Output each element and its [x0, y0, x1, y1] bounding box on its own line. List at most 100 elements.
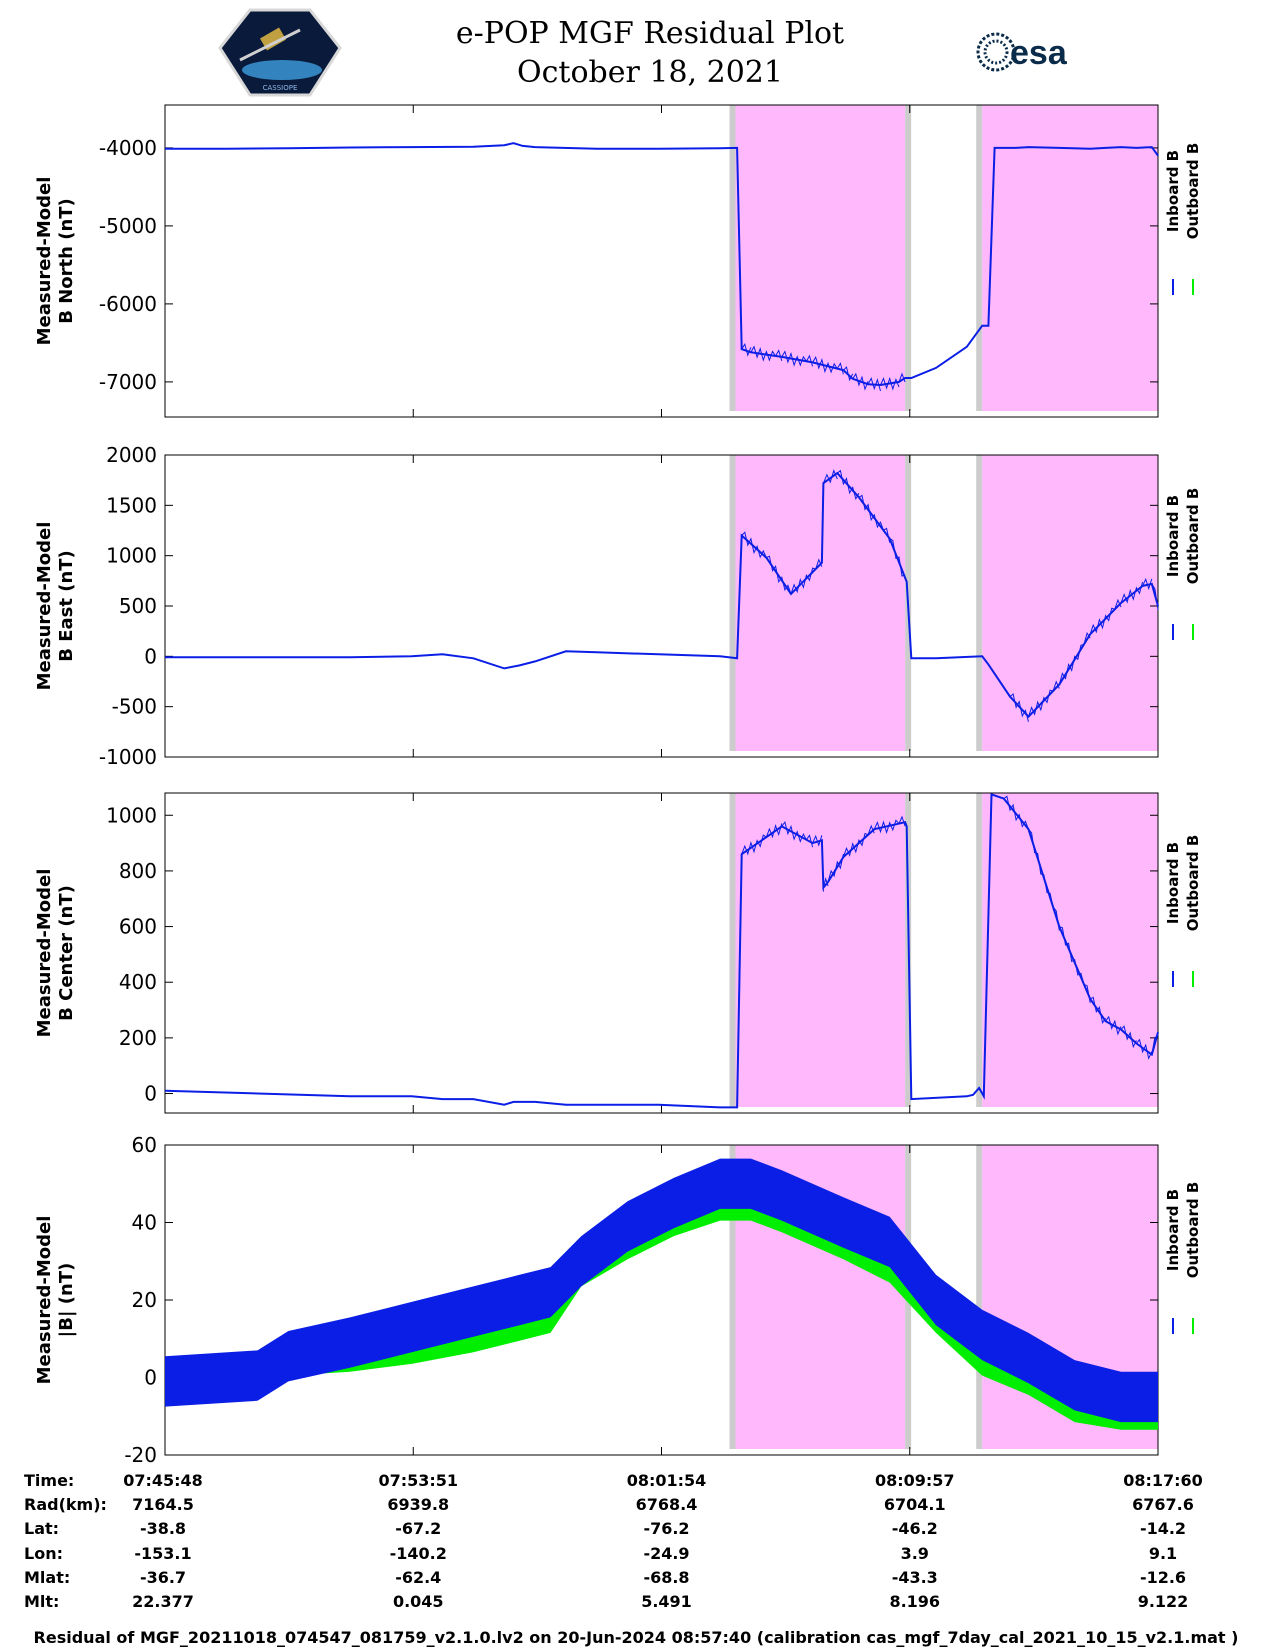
ephem-row-label: Time: — [24, 1471, 74, 1490]
ephem-cell: 08:17:60 — [1123, 1471, 1203, 1490]
ephem-cell: 08:09:57 — [875, 1471, 955, 1490]
y-axis-label: B Center (nT) — [56, 885, 77, 1021]
shade-region — [735, 455, 906, 751]
y-tick-label: 600 — [119, 915, 157, 939]
ephem-cell: -12.6 — [1140, 1568, 1186, 1587]
series-inboard-ripple — [741, 342, 906, 392]
legend: Inboard B Outboard B — [1164, 488, 1202, 640]
panel-1: -4000 -5000 -6000 -7000 Measured-Model B Nort… — [34, 104, 1202, 418]
ephem-cell: 3.9 — [901, 1544, 929, 1563]
y-tick-label: -7000 — [99, 370, 157, 394]
panel-2: 2000 1500 1000 500 0 -500 -1000 Measured-Model B… — [34, 443, 1202, 769]
y-tick-label: -6000 — [99, 292, 157, 316]
ephem-row-label: Mlat: — [24, 1568, 70, 1587]
shade-edge-left — [976, 793, 983, 1107]
ephem-cell: -24.9 — [643, 1544, 689, 1563]
ephem-cell: 0.045 — [393, 1592, 444, 1611]
ephem-cell: 8.196 — [889, 1592, 940, 1611]
ephem-cell: -140.2 — [390, 1544, 447, 1563]
ephem-row-label: Lon: — [24, 1544, 63, 1563]
series-outboard-band — [165, 1193, 1158, 1430]
y-tick-label: -5000 — [99, 214, 157, 238]
y-tick-label: 0 — [144, 644, 157, 668]
ephem-cell: 6767.6 — [1132, 1495, 1194, 1514]
panel-3: 1000 800 600 400 200 0 Measured-Model B Center … — [34, 792, 1202, 1114]
chart-title: e-POP MGF Residual Plot — [456, 16, 844, 51]
ephem-cell: -76.2 — [643, 1519, 689, 1538]
ephem-cell: 07:53:51 — [378, 1471, 458, 1490]
cassiope-logo: CASSIOPE — [218, 8, 342, 97]
shade-region — [735, 793, 906, 1107]
legend: Inboard B Outboard B — [1164, 1182, 1202, 1334]
y-tick-label: -1000 — [99, 745, 157, 769]
ephem-cell: -46.2 — [892, 1519, 938, 1538]
y-axis-label: Measured-Model — [34, 869, 55, 1038]
ephem-cell: -153.1 — [134, 1544, 191, 1563]
y-axis-label: B North (nT) — [56, 198, 77, 324]
ephem-row-label: Mlt: — [24, 1592, 59, 1611]
y-tick-label: 2000 — [106, 443, 157, 467]
legend-inboard-label: Inboard B — [1164, 1189, 1182, 1271]
shade-edge-left — [976, 105, 983, 411]
chart-subtitle: October 18, 2021 — [517, 55, 783, 90]
legend-inboard-label: Inboard B — [1164, 842, 1182, 924]
ephem-cell: -68.8 — [643, 1568, 689, 1587]
ephem-row-label: Lat: — [24, 1519, 59, 1538]
ephem-cell: -43.3 — [892, 1568, 938, 1587]
y-axis-label: Measured-Model — [34, 1216, 55, 1385]
shade-edge-left — [729, 455, 736, 751]
ephem-cell: 7164.5 — [132, 1495, 194, 1514]
ephem-cell: 6768.4 — [636, 1495, 698, 1514]
y-tick-label: 40 — [132, 1211, 157, 1235]
y-tick-label: 500 — [119, 594, 157, 618]
ephem-cell: 5.491 — [641, 1592, 692, 1611]
legend: Inboard B Outboard B — [1164, 835, 1202, 987]
shade-region — [982, 105, 1158, 411]
esa-logo-text: esa — [1010, 34, 1068, 72]
shade-edge-left — [976, 1145, 983, 1449]
panel-4: 60 40 20 0 -20 Measured-Model |B| (nT) Inboard … — [34, 1133, 1202, 1467]
ephemeris-table: Time: Rad(km): Lat: Lon: Mlat: Mlt: 07:45:48 71… — [24, 1471, 1203, 1611]
y-tick-label: -500 — [112, 695, 157, 719]
ephem-cell: -14.2 — [1140, 1519, 1186, 1538]
ephem-cell: 6704.1 — [884, 1495, 946, 1514]
y-axis-label: B East (nT) — [56, 550, 77, 662]
y-axis-label: Measured-Model — [34, 177, 55, 346]
legend-outboard-label: Outboard B — [1184, 488, 1202, 585]
shade-edge-left — [976, 455, 983, 751]
y-tick-label: 200 — [119, 1026, 157, 1050]
shade-region — [982, 455, 1158, 751]
shade-edge-right — [905, 105, 912, 411]
legend-outboard-label: Outboard B — [1184, 143, 1202, 240]
series-inboard-ripple — [741, 469, 1159, 722]
ephem-row-label: Rad(km): — [24, 1495, 107, 1514]
y-tick-label: -20 — [124, 1443, 157, 1467]
y-tick-label: 800 — [119, 859, 157, 883]
y-tick-label: 20 — [132, 1288, 157, 1312]
y-tick-label: 400 — [119, 970, 157, 994]
y-tick-label: -4000 — [99, 136, 157, 160]
legend-inboard-label: Inboard B — [1164, 150, 1182, 232]
y-tick-label: 1000 — [106, 544, 157, 568]
ephem-cell: 9.122 — [1138, 1592, 1189, 1611]
series-inboard-ripple — [741, 795, 1159, 1060]
y-axis-label: |B| (nT) — [56, 1263, 77, 1338]
ephem-cell: -38.8 — [140, 1519, 186, 1538]
legend-outboard-label: Outboard B — [1184, 1182, 1202, 1279]
y-axis-label: Measured-Model — [34, 522, 55, 691]
ephem-cell: 08:01:54 — [627, 1471, 707, 1490]
legend-outboard-label: Outboard B — [1184, 835, 1202, 932]
ephem-cell: 07:45:48 — [123, 1471, 203, 1490]
legend: Inboard B Outboard B — [1164, 143, 1202, 295]
shade-edge-left — [729, 1145, 736, 1449]
ephem-cell: -36.7 — [140, 1568, 186, 1587]
ephem-cell: -67.2 — [395, 1519, 441, 1538]
y-tick-label: 0 — [144, 1082, 157, 1106]
ephem-cell: 9.1 — [1149, 1544, 1177, 1563]
legend-inboard-label: Inboard B — [1164, 495, 1182, 577]
series-inboard-band — [165, 1158, 1158, 1423]
shade-edge-left — [729, 793, 736, 1107]
ephem-cell: 22.377 — [132, 1592, 194, 1611]
y-tick-label: 1500 — [106, 493, 157, 517]
